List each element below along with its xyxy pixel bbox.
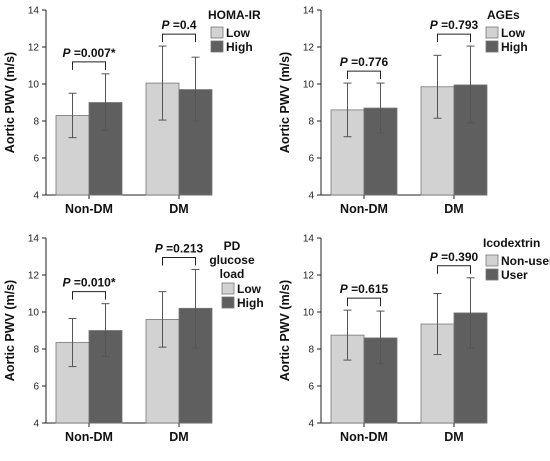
- chart-svg: Aortic PWV (m/s) 4 6 8 10 12 14 Non-DM P =0.776 D…: [278, 6, 528, 217]
- p-value-label: P =0.4: [161, 18, 196, 32]
- p-value-label: P =0.793: [430, 18, 479, 32]
- legend-swatch: [221, 296, 235, 309]
- y-tick-label: 14: [303, 6, 315, 17]
- p-value: =0.4: [169, 18, 196, 32]
- y-tick-label: 8: [33, 345, 39, 356]
- significance-bracket: [347, 297, 381, 307]
- legend-label: Non-user: [501, 254, 550, 268]
- legend-label: User: [501, 268, 528, 282]
- panel-homa-ir: Aortic PWV (m/s) 4 6 8 10 12 14 Non-DM P =0.007*…: [0, 0, 275, 228]
- legend-swatch: [485, 254, 499, 267]
- p-value-label: P =0.776: [340, 55, 389, 69]
- legend-label: High: [226, 40, 253, 54]
- p-value: =0.615: [348, 282, 389, 296]
- significance-bracket: [72, 291, 106, 300]
- y-tick-label: 12: [303, 271, 315, 282]
- panel-icodextrin: Aortic PWV (m/s) 4 6 8 10 12 14 Non-DM P =0.615 D…: [275, 228, 550, 456]
- significance-bracket: [162, 256, 196, 266]
- y-tick-label: 10: [28, 308, 40, 319]
- p-value: =0.390: [438, 250, 479, 264]
- p-value: =0.776: [348, 55, 389, 69]
- panel-pd-glucose-load: Aortic PWV (m/s) 4 6 8 10 12 14 Non-DM P =0.010*…: [0, 228, 275, 456]
- legend-title: load: [220, 267, 245, 281]
- x-tick-label: Non-DM: [65, 202, 113, 216]
- y-tick-label: 8: [33, 117, 39, 128]
- y-tick-label: 10: [303, 80, 315, 91]
- p-value: =0.213: [163, 241, 204, 255]
- legend-title: Icodextrin: [483, 236, 540, 250]
- p-value: =0.793: [438, 18, 479, 32]
- p-symbol: P: [62, 46, 71, 60]
- y-tick-label: 8: [308, 345, 314, 356]
- chart-svg: Aortic PWV (m/s) 4 6 8 10 12 14 Non-DM P =0.615 D…: [278, 234, 550, 445]
- significance-bracket: [162, 33, 196, 43]
- y-tick-label: 6: [33, 382, 39, 393]
- p-value-label: P =0.213: [155, 241, 204, 255]
- legend-swatch: [210, 26, 224, 39]
- y-tick-label: 6: [308, 154, 314, 165]
- legend-label: Low: [501, 26, 526, 40]
- legend-swatch: [485, 26, 499, 39]
- y-tick-label: 12: [303, 43, 315, 54]
- p-symbol: P: [340, 282, 349, 296]
- y-tick-label: 14: [303, 234, 315, 245]
- y-axis-label: Aortic PWV (m/s): [278, 52, 292, 153]
- legend-label: High: [237, 296, 264, 310]
- y-tick-label: 6: [33, 154, 39, 165]
- y-tick-label: 4: [308, 191, 314, 202]
- legend-swatch: [221, 282, 235, 295]
- y-tick-label: 14: [28, 6, 40, 17]
- legend-title: HOMA-IR: [208, 8, 261, 22]
- y-tick-label: 10: [303, 308, 315, 319]
- significance-bracket: [72, 61, 106, 70]
- x-tick-label: DM: [444, 430, 463, 444]
- y-tick-label: 4: [308, 419, 314, 430]
- y-tick-label: 8: [308, 117, 314, 128]
- x-tick-label: DM: [444, 202, 463, 216]
- p-value: =0.007*: [70, 46, 115, 60]
- significance-bracket: [347, 70, 381, 80]
- significance-bracket: [437, 265, 471, 274]
- y-tick-label: 12: [28, 43, 40, 54]
- x-tick-label: DM: [169, 430, 188, 444]
- legend-swatch: [485, 268, 499, 281]
- chart-svg: Aortic PWV (m/s) 4 6 8 10 12 14 Non-DM P =0.007*…: [3, 6, 261, 217]
- y-axis-label: Aortic PWV (m/s): [3, 52, 17, 153]
- y-tick-label: 4: [33, 419, 39, 430]
- legend-title: glucose: [209, 253, 255, 267]
- significance-bracket: [437, 33, 471, 43]
- p-symbol: P: [155, 241, 164, 255]
- x-tick-label: Non-DM: [65, 430, 113, 444]
- p-symbol: P: [161, 18, 170, 32]
- y-axis-label: Aortic PWV (m/s): [3, 280, 17, 381]
- p-value-label: P =0.010*: [62, 276, 115, 290]
- panel-ages: Aortic PWV (m/s) 4 6 8 10 12 14 Non-DM P =0.776 D…: [275, 0, 550, 228]
- x-tick-label: Non-DM: [340, 430, 388, 444]
- p-value: =0.010*: [70, 276, 115, 290]
- y-tick-label: 12: [28, 271, 40, 282]
- legend-swatch: [485, 40, 499, 53]
- x-tick-label: Non-DM: [340, 202, 388, 216]
- p-symbol: P: [340, 55, 349, 69]
- y-tick-label: 6: [308, 382, 314, 393]
- legend-title: AGEs: [487, 8, 520, 22]
- legend-swatch: [210, 40, 224, 53]
- p-symbol: P: [62, 276, 71, 290]
- p-value-label: P =0.007*: [62, 46, 115, 60]
- y-tick-label: 14: [28, 234, 40, 245]
- x-tick-label: DM: [169, 202, 188, 216]
- legend-label: High: [501, 40, 528, 54]
- y-tick-label: 10: [28, 80, 40, 91]
- chart-svg: Aortic PWV (m/s) 4 6 8 10 12 14 Non-DM P =0.010*…: [3, 234, 264, 445]
- p-symbol: P: [430, 250, 439, 264]
- p-value-label: P =0.390: [430, 250, 479, 264]
- legend-label: Low: [237, 282, 262, 296]
- y-axis-label: Aortic PWV (m/s): [278, 280, 292, 381]
- y-tick-label: 4: [33, 191, 39, 202]
- p-symbol: P: [430, 18, 439, 32]
- p-value-label: P =0.615: [340, 282, 389, 296]
- legend-label: Low: [226, 26, 251, 40]
- legend-title: PD: [224, 239, 241, 253]
